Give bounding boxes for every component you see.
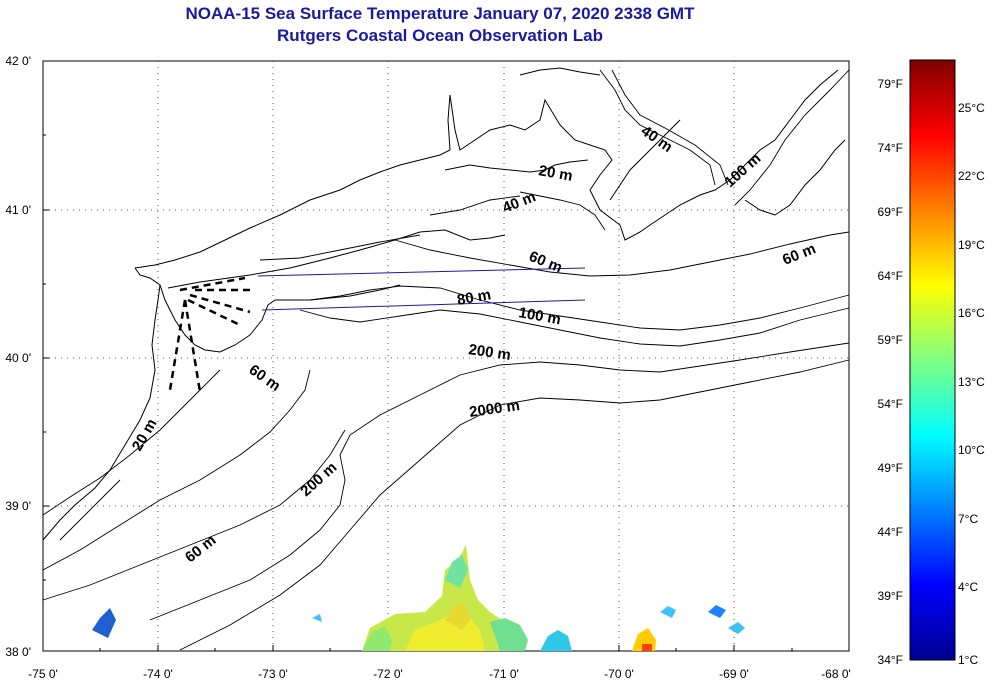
lon-tick-label: -70 0' — [604, 667, 634, 681]
celsius-tick: 1°C — [958, 653, 978, 667]
map-frame — [42, 60, 850, 652]
colorbar-f-labels: 79°F 74°F 69°F 64°F 59°F 54°F 49°F 44°F … — [878, 77, 903, 667]
celsius-tick: 4°C — [958, 580, 978, 594]
contour-label: 20 m — [537, 162, 574, 185]
celsius-tick: 16°C — [958, 306, 985, 320]
lat-tick-label: 41 0' — [5, 203, 31, 217]
celsius-tick: 7°C — [958, 512, 978, 526]
contour-label: 200 m — [467, 341, 511, 364]
coastline — [42, 67, 846, 541]
contour-label: 80 m — [456, 286, 493, 309]
celsius-tick: 19°C — [958, 238, 985, 252]
lat-tick-label: 39 0' — [5, 499, 31, 513]
fahrenheit-tick: 64°F — [878, 269, 903, 283]
dashed-lines — [168, 276, 255, 393]
fahrenheit-tick: 34°F — [878, 653, 903, 667]
fahrenheit-tick: 49°F — [878, 461, 903, 475]
lon-tick-label: -71 0' — [489, 667, 519, 681]
celsius-tick: 22°C — [958, 169, 985, 183]
lon-tick-label: -75 0' — [28, 667, 58, 681]
lat-tick-label: 42 0' — [5, 54, 31, 68]
lon-tick-label: -74 0' — [143, 667, 173, 681]
lon-tick-label: -69 0' — [719, 667, 749, 681]
lon-tick-label: -73 0' — [258, 667, 288, 681]
colorbar — [909, 59, 956, 661]
map-subtitle: Rutgers Coastal Ocean Observation Lab — [277, 26, 603, 45]
lon-tick-label: -68 0' — [821, 667, 851, 681]
lat-tick-label: 38 0' — [5, 645, 31, 659]
fahrenheit-tick: 44°F — [878, 525, 903, 539]
contour-label: 2000 m — [468, 397, 521, 421]
fahrenheit-tick: 59°F — [878, 333, 903, 347]
sst-data-patches — [92, 545, 745, 651]
fahrenheit-tick: 39°F — [878, 589, 903, 603]
lat-tick-label: 40 0' — [5, 351, 31, 365]
transect-lines — [257, 267, 586, 311]
fahrenheit-tick: 74°F — [878, 141, 903, 155]
colorbar-c-labels: 25°C 22°C 19°C 16°C 13°C 10°C 7°C 4°C 1°… — [958, 101, 985, 667]
map-grid — [43, 61, 849, 651]
map-title: NOAA-15 Sea Surface Temperature January … — [185, 4, 695, 23]
lon-tick-label: -72 0' — [373, 667, 403, 681]
fahrenheit-tick: 54°F — [878, 397, 903, 411]
fahrenheit-tick: 69°F — [878, 205, 903, 219]
celsius-tick: 10°C — [958, 443, 985, 457]
bathymetry-contours — [42, 69, 850, 651]
fahrenheit-tick: 79°F — [878, 77, 903, 91]
celsius-tick: 13°C — [958, 375, 985, 389]
celsius-tick: 25°C — [958, 101, 985, 115]
